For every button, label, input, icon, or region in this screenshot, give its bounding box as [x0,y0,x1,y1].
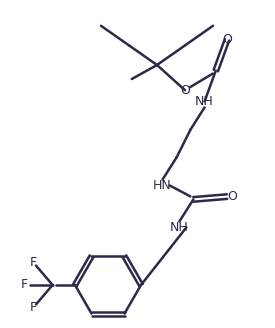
Text: F: F [29,256,37,269]
Text: NH: NH [195,95,214,108]
Text: HN: HN [153,179,172,192]
Text: NH: NH [170,221,189,234]
Text: O: O [227,190,237,203]
Text: O: O [180,84,190,97]
Text: O: O [222,33,232,46]
Text: F: F [29,301,37,314]
Text: F: F [21,278,28,292]
